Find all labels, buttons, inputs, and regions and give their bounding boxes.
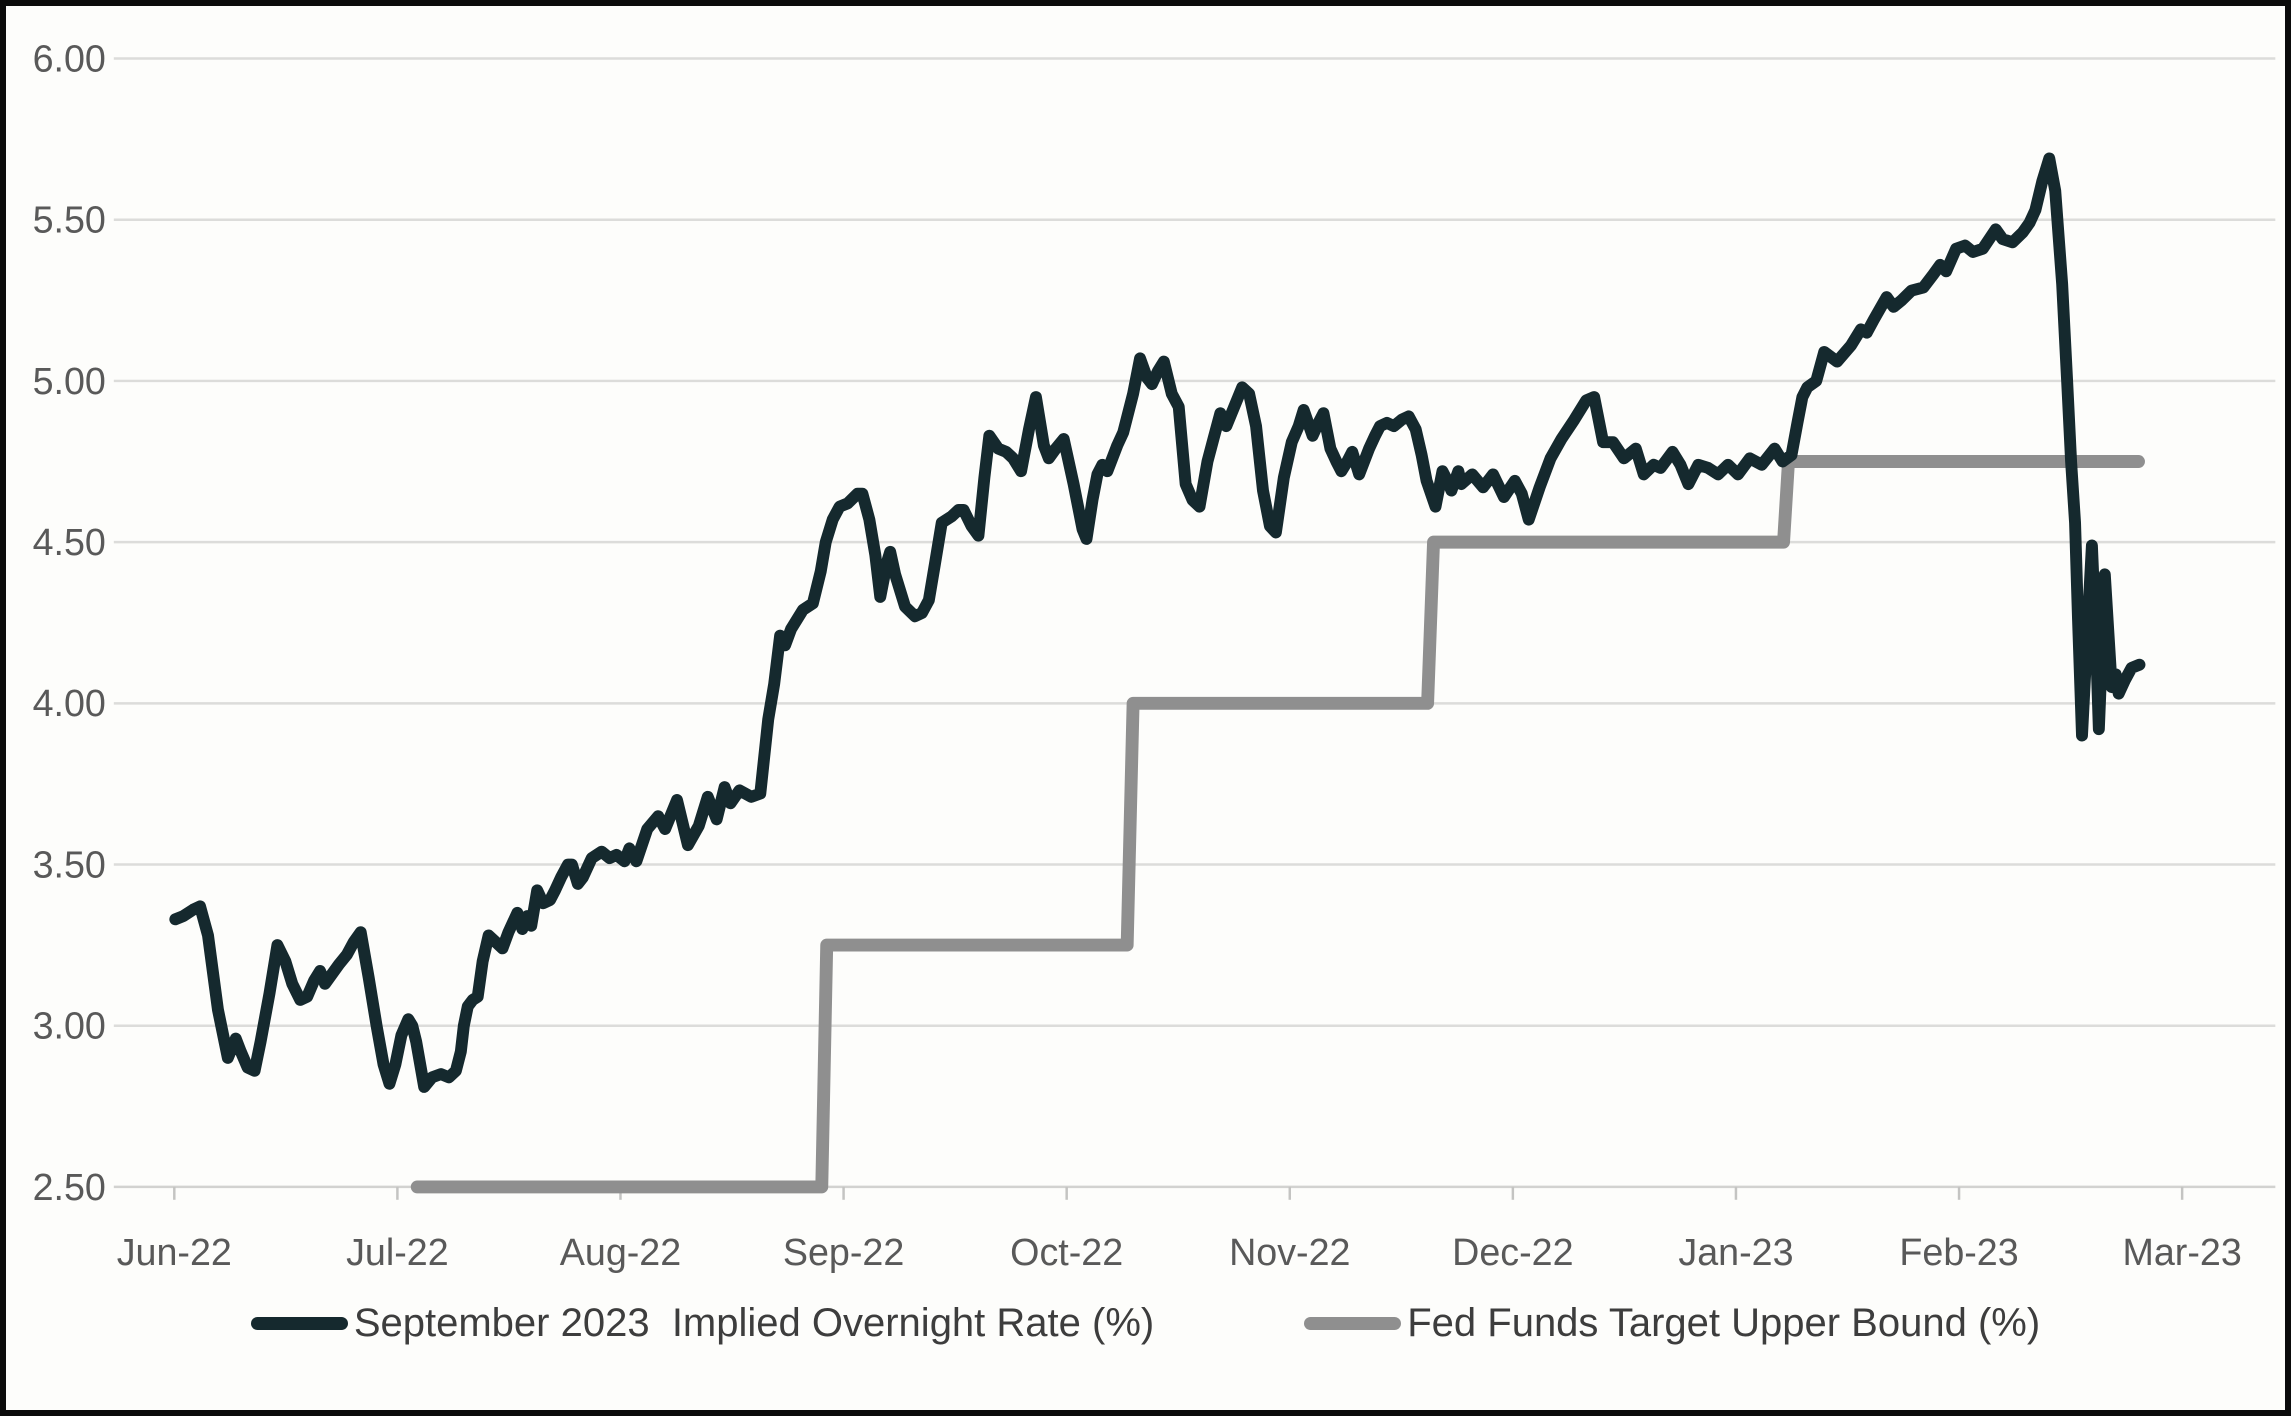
implied-rate-line <box>169 152 2146 1093</box>
y-axis-tick-label: 3.50 <box>33 843 106 885</box>
fed-funds-line-swatch-icon <box>1304 1317 1402 1330</box>
rate-chart: 6.00 5.50 5.00 4.50 4.00 3.50 3.00 2.50 Jun-22 Ju… <box>33 37 2276 1273</box>
chart-legend: September 2023 Implied Overnight Rate (%… <box>6 1301 2285 1346</box>
x-axis-tick-label: Feb-23 <box>1899 1231 2018 1273</box>
y-axis-tick-label: 2.50 <box>33 1166 106 1208</box>
y-axis-tick-label: 4.50 <box>33 521 106 563</box>
implied-rate-line-swatch-icon <box>250 1317 348 1330</box>
y-axis-tick-label: 3.00 <box>33 1005 106 1047</box>
fed-funds-line <box>410 455 2145 1194</box>
legend-item-implied-rate: September 2023 Implied Overnight Rate (%… <box>250 1301 1155 1346</box>
fed-funds-legend-label: Fed Funds Target Upper Bound (%) <box>1407 1301 2041 1345</box>
x-axis-tick-label: Jul-22 <box>346 1231 449 1273</box>
x-axis-tick-label: Jun-22 <box>117 1231 232 1273</box>
x-axis-tick-label: Nov-22 <box>1229 1231 1350 1273</box>
x-axis-tick-label: Jan-23 <box>1678 1231 1793 1273</box>
y-axis-tick-label: 5.00 <box>33 360 106 402</box>
x-axis-tick-label: Oct-22 <box>1010 1231 1123 1273</box>
x-axis-tick-label: Mar-23 <box>2122 1231 2241 1273</box>
legend-item-fed-funds: Fed Funds Target Upper Bound (%) <box>1304 1301 2040 1346</box>
x-axis-tick-label: Dec-22 <box>1452 1231 1573 1273</box>
y-axis-tick-label: 5.50 <box>33 199 106 241</box>
x-axis-tick-label: Sep-22 <box>783 1231 904 1273</box>
y-axis-tick-label: 4.00 <box>33 682 106 724</box>
implied-rate-legend-label: September 2023 Implied Overnight Rate (%… <box>353 1301 1155 1345</box>
y-axis-tick-label: 6.00 <box>33 37 106 79</box>
x-axis-tick-label: Aug-22 <box>560 1231 681 1273</box>
